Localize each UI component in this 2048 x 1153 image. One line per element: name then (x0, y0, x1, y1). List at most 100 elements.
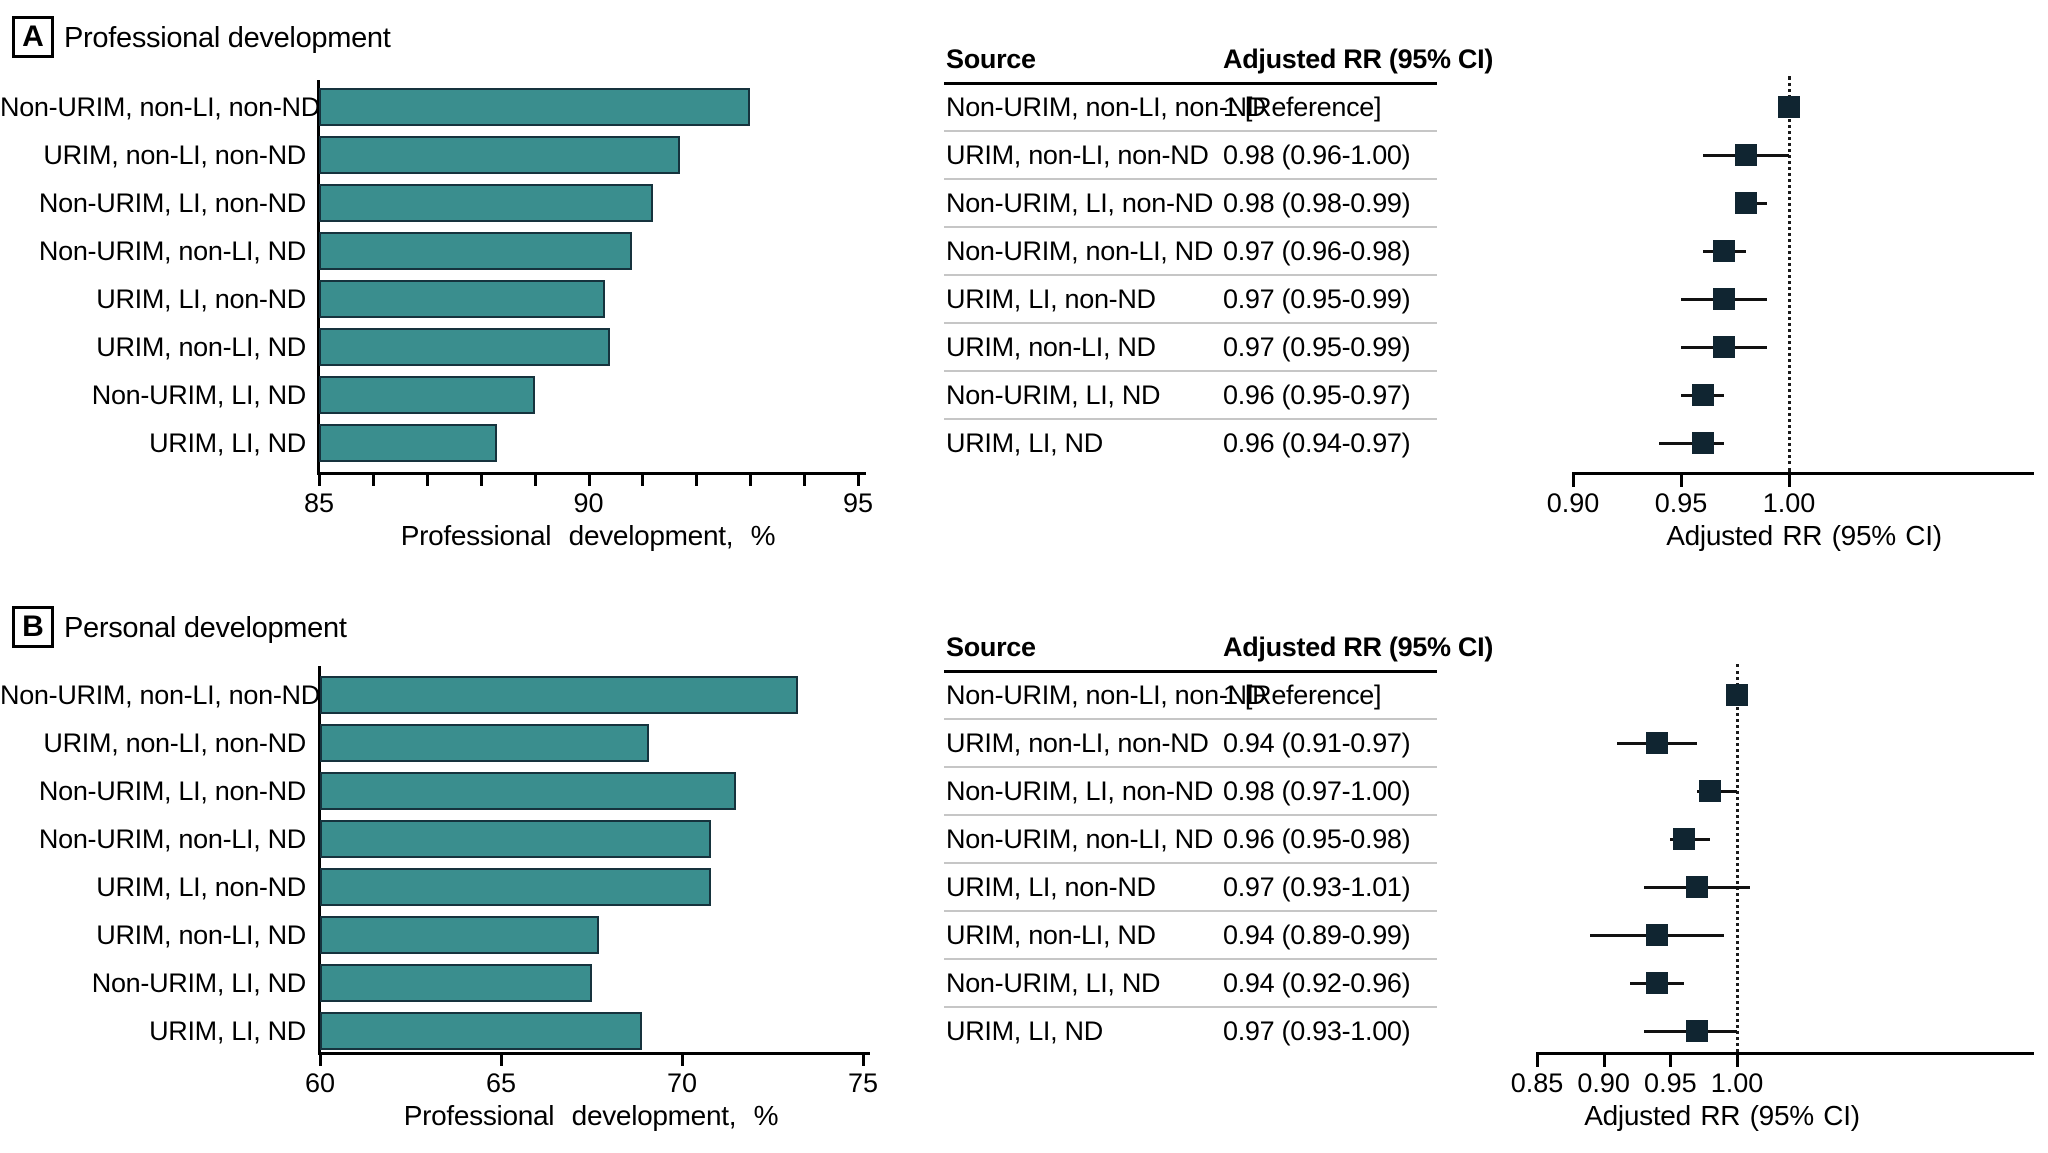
forest-point-square (1713, 288, 1736, 310)
bar (320, 772, 736, 810)
table-b-rr-header: Adjusted RR (95% CI) (1223, 632, 1494, 662)
axis-tick (862, 1055, 865, 1066)
table-cell-rr: 0.97 (0.96-0.98) (1223, 236, 1411, 266)
table-cell-source: Non-URIM, LI, non-ND (946, 776, 1214, 806)
bar-category-label: URIM, non-LI, ND (96, 332, 306, 362)
bar-category-label: URIM, non-LI, ND (96, 920, 306, 950)
axis-tick (749, 475, 753, 486)
table-cell-source: URIM, LI, non-ND (946, 284, 1156, 314)
table-row-separator (944, 718, 1437, 720)
bar (319, 280, 605, 318)
table-a-source-header: Source (946, 44, 1036, 74)
bar (320, 1012, 642, 1050)
table-cell-rr: 0.97 (0.95-0.99) (1223, 284, 1411, 314)
forest-point-square (1686, 1020, 1708, 1042)
forest-axis-tick-label: 1.00 (1710, 1068, 1764, 1098)
axis-tick (371, 475, 375, 486)
table-header-rule (944, 670, 1437, 673)
bar-category-label: URIM, non-LI, non-ND (43, 728, 306, 758)
table-row-separator (944, 274, 1437, 276)
bar (319, 328, 610, 366)
bar (319, 232, 632, 270)
axis-tick-label: 85 (303, 488, 335, 518)
axis-tick (533, 475, 537, 486)
axis-tick-label: 95 (842, 488, 874, 518)
forest-point-square (1686, 876, 1708, 898)
table-cell-rr: 0.97 (0.95-0.99) (1223, 332, 1411, 362)
axis-tick (587, 475, 591, 486)
bar-category-label: Non-URIM, non-LI, ND (38, 236, 306, 266)
table-cell-rr: 1 [Reference] (1223, 92, 1382, 122)
bar-category-label: URIM, non-LI, non-ND (43, 140, 306, 170)
bar (319, 88, 750, 126)
table-cell-source: Non-URIM, LI, ND (946, 968, 1161, 998)
forest-point-square (1778, 96, 1800, 118)
table-row-separator (944, 418, 1437, 420)
bar-category-label: URIM, LI, non-ND (96, 872, 306, 902)
table-row-separator (944, 130, 1437, 132)
forest-point-square (1734, 144, 1757, 166)
bar-category-label: URIM, LI, non-ND (96, 284, 306, 314)
bar-category-label: URIM, LI, ND (149, 1016, 306, 1046)
table-row-separator (944, 910, 1437, 912)
bar-chart-b-xaxis-title: Professional development, % (403, 1100, 779, 1131)
forest-axis-tick-label: 0.90 (1577, 1068, 1630, 1098)
y-axis-line (317, 80, 320, 472)
table-row-separator (944, 862, 1437, 864)
bar (320, 916, 599, 954)
bar-category-label: Non-URIM, non-LI, ND (38, 824, 306, 854)
bar-chart-a-xaxis-title: Professional development, % (400, 520, 776, 551)
forest-axis-tick-label: 0.85 (1510, 1068, 1564, 1098)
table-cell-rr: 0.94 (0.89-0.99) (1223, 920, 1411, 950)
forest-axis-tick (1788, 475, 1791, 487)
panel-letter-box-b: B (12, 606, 54, 648)
table-row-separator (944, 958, 1437, 960)
table-cell-rr: 0.98 (0.97-1.00) (1223, 776, 1411, 806)
y-axis-line (318, 666, 321, 1052)
bar-category-label: Non-URIM, LI, non-ND (38, 776, 306, 806)
forest-point-square (1734, 192, 1757, 214)
bar (320, 964, 592, 1002)
table-row-separator (944, 814, 1437, 816)
forest-axis-tick (1736, 1055, 1739, 1067)
table-row-separator (944, 766, 1437, 768)
forest-point-square (1646, 732, 1668, 754)
table-cell-source: Non-URIM, non-LI, non-ND (946, 92, 1266, 122)
panel-letter-b: B (22, 610, 44, 643)
x-axis-line (318, 1052, 870, 1055)
forest-point-square (1691, 384, 1714, 406)
bar-category-label: Non-URIM, non-LI, non-ND (0, 92, 320, 122)
table-row-separator (944, 1006, 1437, 1008)
forest-b-xaxis-title: Adjusted RR (95% CI) (1584, 1100, 1860, 1131)
bar (320, 724, 649, 762)
axis-tick-label: 75 (847, 1068, 879, 1098)
axis-tick (641, 475, 645, 486)
forest-axis-tick (1680, 475, 1683, 487)
table-cell-rr: 0.96 (0.94-0.97) (1223, 428, 1411, 458)
table-cell-source: URIM, LI, ND (946, 1016, 1103, 1046)
axis-tick-label: 60 (304, 1068, 336, 1098)
axis-tick (318, 475, 321, 486)
x-axis-line (317, 472, 866, 475)
table-cell-source: URIM, non-LI, non-ND (946, 140, 1209, 170)
table-cell-source: Non-URIM, non-LI, ND (946, 824, 1214, 854)
table-cell-source: URIM, LI, ND (946, 428, 1103, 458)
bar-category-label: Non-URIM, LI, ND (91, 380, 307, 410)
bar-category-label: Non-URIM, non-LI, non-ND (0, 680, 320, 710)
bar (319, 424, 497, 462)
axis-tick (500, 1055, 503, 1066)
table-b-source-header: Source (946, 632, 1036, 662)
axis-tick-label: 70 (666, 1068, 698, 1098)
forest-axis-tick (1602, 1055, 1606, 1067)
forest-x-axis-line (1536, 1052, 2034, 1055)
forest-x-axis-line (1572, 472, 2034, 475)
table-cell-rr: 0.97 (0.93-1.00) (1223, 1016, 1411, 1046)
table-cell-source: Non-URIM, LI, non-ND (946, 188, 1214, 218)
forest-axis-tick-label: 1.00 (1762, 488, 1816, 518)
forest-a-xaxis-title: Adjusted RR (95% CI) (1666, 520, 1942, 551)
bar (320, 676, 798, 714)
table-cell-rr: 0.94 (0.92-0.96) (1223, 968, 1411, 998)
forest-point-square (1713, 336, 1736, 358)
forest-axis-tick-label: 0.95 (1654, 488, 1708, 518)
